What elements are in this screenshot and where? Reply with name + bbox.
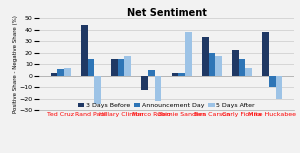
Bar	[51, 73, 57, 76]
Bar	[172, 73, 178, 76]
Bar	[111, 58, 118, 76]
Bar	[208, 53, 215, 76]
Bar	[155, 76, 161, 101]
Bar	[262, 32, 269, 76]
Bar	[202, 37, 208, 76]
Bar	[269, 76, 276, 87]
Bar	[148, 70, 155, 76]
Bar	[239, 58, 245, 76]
Y-axis label: Positive Share - Negative Share (%): Positive Share - Negative Share (%)	[13, 15, 18, 113]
Bar	[64, 68, 70, 76]
Bar	[141, 76, 148, 90]
Bar	[94, 76, 101, 104]
Bar	[57, 69, 64, 76]
Legend: 3 Days Before, Announcement Day, 5 Days After: 3 Days Before, Announcement Day, 5 Days …	[78, 103, 255, 108]
Bar	[124, 56, 131, 76]
Bar	[215, 56, 222, 76]
Bar	[232, 50, 239, 76]
Bar	[245, 68, 252, 76]
Title: Net Sentiment: Net Sentiment	[127, 8, 206, 18]
Bar	[88, 58, 94, 76]
Bar	[185, 32, 192, 76]
Bar	[276, 76, 282, 99]
Bar	[81, 25, 88, 76]
Bar	[178, 73, 185, 76]
Bar	[118, 58, 124, 76]
